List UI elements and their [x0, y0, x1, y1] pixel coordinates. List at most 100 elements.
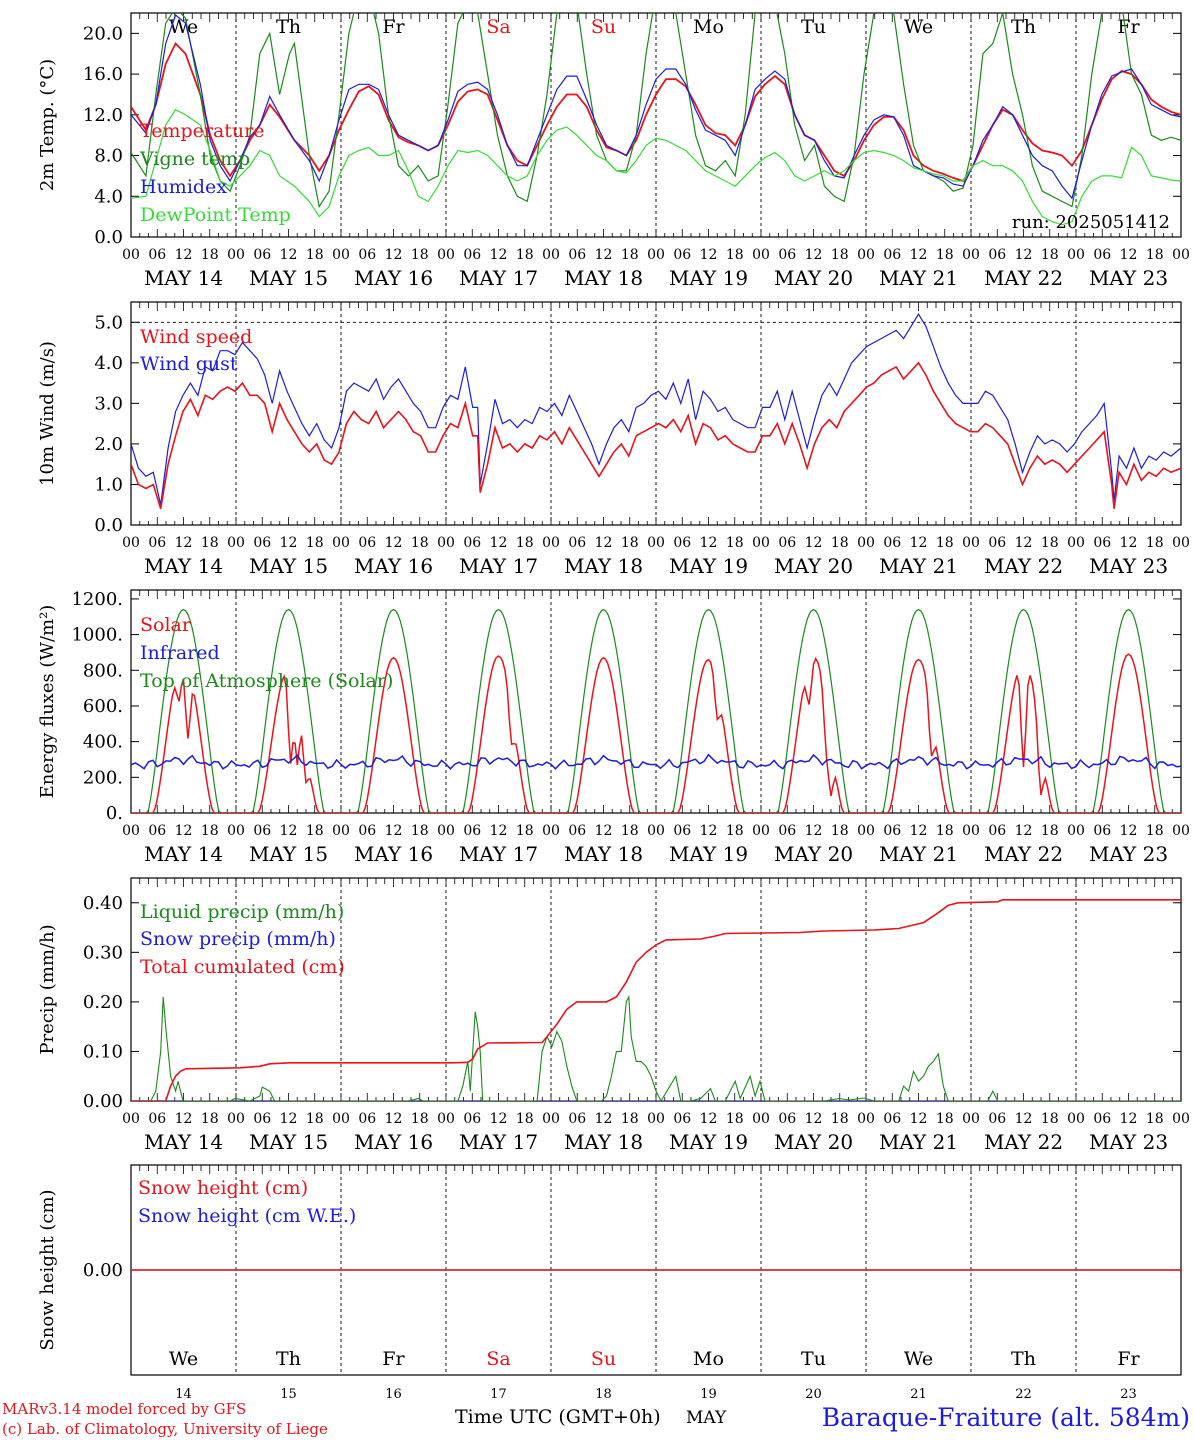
hour-label: 00 [437, 1111, 455, 1127]
day-name-top: Fr [1117, 16, 1140, 38]
legend-vigne-temp: Vigne temp [139, 148, 250, 170]
hour-label: 18 [306, 823, 324, 839]
hour-label: 12 [700, 247, 718, 263]
hour-label: 12 [1015, 535, 1033, 551]
hour-label: 00 [542, 1111, 560, 1127]
hour-label: 12 [700, 823, 718, 839]
hour-label: 06 [253, 823, 271, 839]
date-label: MAY 19 [669, 1130, 748, 1154]
day-number: 18 [595, 1387, 612, 1402]
day-name-bottom: Th [1011, 1348, 1036, 1370]
hour-label: 12 [910, 1111, 928, 1127]
legend-humidex: Humidex [140, 176, 227, 198]
hour-label: 12 [1015, 247, 1033, 263]
hour-label: 06 [463, 1111, 481, 1127]
hour-label: 00 [647, 535, 665, 551]
hour-label: 12 [805, 1111, 823, 1127]
day-number: 17 [490, 1387, 507, 1402]
hour-label: 12 [1120, 1111, 1138, 1127]
y-tick-label: 1200. [71, 589, 123, 610]
hour-label: 00 [962, 1111, 980, 1127]
day-number: 19 [700, 1387, 717, 1402]
date-label: MAY 15 [249, 1130, 328, 1154]
y-tick-label: 8.0 [94, 146, 123, 167]
hour-label: 00 [437, 823, 455, 839]
hour-label: 18 [1146, 1111, 1164, 1127]
series-wind-gust [131, 313, 1181, 505]
day-number: 23 [1120, 1387, 1137, 1402]
hour-label: 18 [726, 535, 744, 551]
y-axis-label: Snow height (cm) [37, 1189, 58, 1350]
hour-label: 18 [516, 823, 534, 839]
y-axis-label: Energy fluxes (W/m²) [37, 605, 58, 799]
day-name-top: Th [276, 16, 301, 38]
y-tick-label: 3.0 [94, 393, 123, 414]
date-label: MAY 17 [459, 266, 538, 290]
hour-label: 12 [595, 823, 613, 839]
hour-label: 12 [490, 535, 508, 551]
day-name-bottom: Mo [693, 1348, 724, 1370]
date-label: MAY 19 [669, 266, 748, 290]
hour-label: 06 [673, 535, 691, 551]
y-tick-label: 0.0 [94, 227, 123, 248]
panel-3 [130, 589, 1182, 814]
hour-label: 12 [385, 535, 403, 551]
day-name-top: We [904, 16, 933, 38]
day-name-top: Mo [693, 16, 724, 38]
series-solar [131, 653, 1181, 813]
date-label: MAY 15 [249, 266, 328, 290]
hour-label: 00 [1172, 535, 1190, 551]
hour-label: 18 [621, 535, 639, 551]
hour-label: 06 [883, 535, 901, 551]
series-toa-solar [131, 608, 1181, 813]
hour-label: 12 [700, 1111, 718, 1127]
hour-label: 00 [122, 535, 140, 551]
hour-label: 12 [490, 1111, 508, 1127]
day-name-bottom: We [169, 1348, 198, 1370]
hour-label: 18 [411, 535, 429, 551]
y-tick-label: 0.40 [83, 893, 123, 914]
hour-label: 18 [201, 535, 219, 551]
day-number: 21 [910, 1387, 927, 1402]
legend-wind-speed: Wind speed [140, 326, 252, 348]
y-tick-label: 5.0 [94, 312, 123, 333]
y-tick-label: 4.0 [94, 186, 123, 207]
day-name-top: Fr [382, 16, 405, 38]
y-tick-label: 0.0 [94, 515, 123, 536]
hour-label: 18 [621, 823, 639, 839]
legend-snow-precip-mm-h-: Snow precip (mm/h) [140, 928, 336, 950]
hour-label: 00 [332, 535, 350, 551]
date-label: MAY 22 [984, 554, 1063, 578]
hour-label: 00 [962, 247, 980, 263]
temp-series-group [131, 13, 1181, 226]
hour-label: 00 [542, 535, 560, 551]
hour-label: 06 [1093, 823, 1111, 839]
y-axis-label: Precip (mm/h) [37, 924, 58, 1054]
hour-label: 00 [857, 823, 875, 839]
hour-label: 00 [227, 247, 245, 263]
y-tick-label: 2.0 [94, 434, 123, 455]
y-tick-label: 600. [83, 696, 123, 717]
y-tick-label: 4.0 [94, 353, 123, 374]
date-label: MAY 20 [774, 1130, 853, 1154]
date-label: MAY 22 [984, 842, 1063, 866]
energy-series-group [131, 608, 1181, 813]
day-number: 20 [805, 1387, 822, 1402]
hour-label: 06 [673, 1111, 691, 1127]
y-tick-label: 0.20 [83, 992, 123, 1013]
hour-label: 00 [542, 247, 560, 263]
series-infrared [131, 753, 1181, 770]
hour-label: 18 [936, 1111, 954, 1127]
hour-label: 06 [568, 823, 586, 839]
hour-label: 12 [280, 1111, 298, 1127]
hour-label: 12 [805, 247, 823, 263]
y-tick-label: 1000. [71, 625, 123, 646]
hour-label: 18 [726, 247, 744, 263]
hour-label: 06 [463, 535, 481, 551]
hour-label: 12 [385, 823, 403, 839]
series-dewpoint-temp [131, 108, 1181, 226]
date-label: MAY 15 [249, 842, 328, 866]
series-liquid-precip-mm-h- [131, 994, 1181, 1101]
hour-label: 00 [647, 823, 665, 839]
day-name-top: Tu [801, 16, 826, 38]
